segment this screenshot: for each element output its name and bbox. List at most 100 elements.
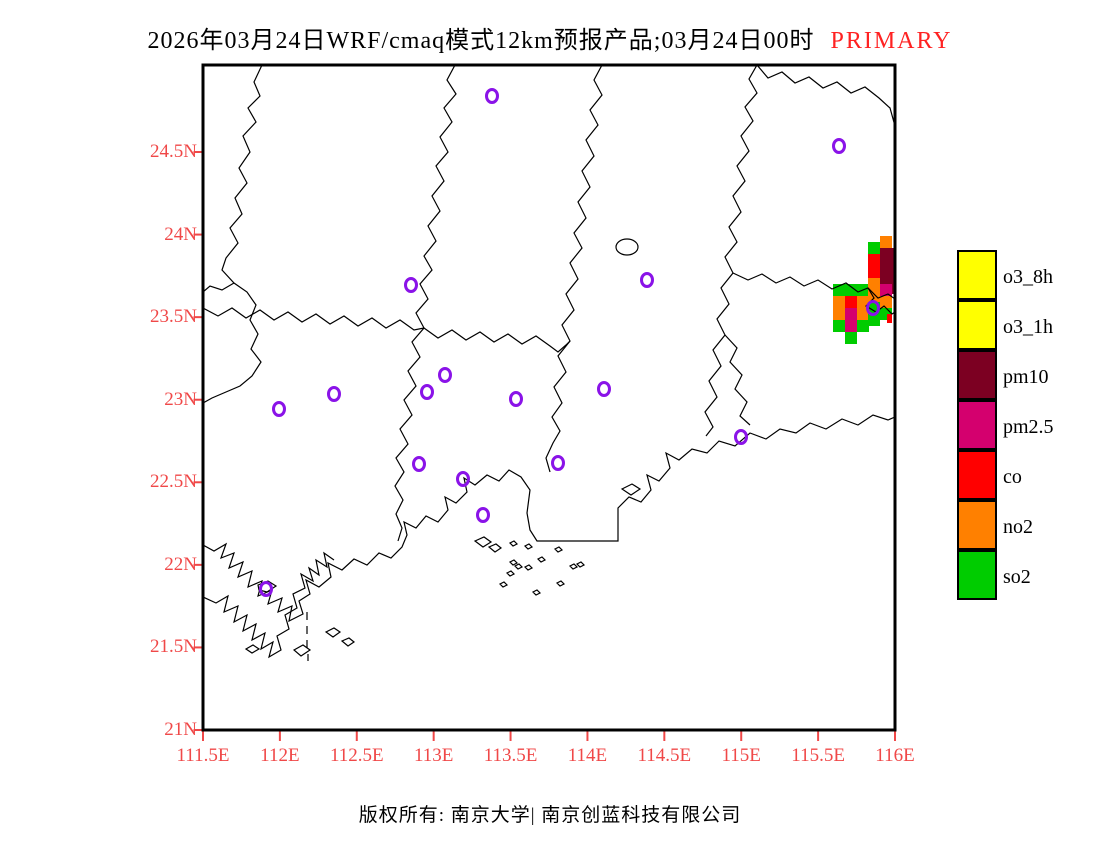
boundary-line [724, 334, 751, 426]
axis-ticks-layer [193, 151, 896, 741]
pollutant-cell-so2 [845, 284, 857, 296]
station-marker [832, 138, 846, 154]
legend-label-o3_8h: o3_8h [1003, 266, 1053, 288]
pollutant-cell-pm10 [880, 248, 892, 260]
legend-swatch-o3_1h [957, 300, 997, 350]
pollutant-cell-co [868, 266, 880, 278]
station-marker [404, 277, 418, 293]
lon-tick-label: 116E [875, 745, 915, 766]
station-marker [272, 401, 286, 417]
island [620, 483, 642, 496]
legend-label-pm10: pm10 [1003, 366, 1049, 388]
lon-tick-label: 115.5E [791, 745, 845, 766]
lat-tick-label: 22.5N [150, 471, 197, 493]
lon-tick-label: 113.5E [483, 745, 538, 766]
pollutant-cell-pm10 [880, 260, 892, 272]
station-markers-layer [259, 88, 880, 597]
title-text: 2026年03月24日WRF/cmaq模式12km预报产品;03月24日00时 [147, 28, 815, 54]
title-tag: PRIMARY [830, 28, 953, 54]
island [244, 644, 261, 654]
lat-tick-label: 24N [164, 223, 197, 245]
islet-specks [498, 540, 586, 596]
lat-tick-label: 22N [164, 553, 197, 575]
pollutant-cell-no2 [857, 308, 869, 320]
legend-swatch-pm10 [957, 350, 997, 400]
map-border [201, 63, 897, 732]
lat-tick-label: 23.5N [150, 306, 197, 328]
pollutant-cell-no2 [880, 236, 892, 248]
lon-tick-label: 112.5E [329, 745, 384, 766]
legend-label-co: co [1003, 466, 1022, 488]
station-marker [456, 471, 470, 487]
lon-tick-label: 114.5E [637, 745, 692, 766]
legend-label-pm2.5: pm2.5 [1003, 416, 1054, 438]
pollutant-cell-no2 [833, 308, 845, 320]
province-boundaries [204, 66, 894, 661]
station-marker [485, 88, 499, 104]
pollutant-cell-so2 [845, 332, 857, 344]
lake-outline [615, 238, 639, 256]
legend-label-o3_1h: o3_1h [1003, 316, 1053, 338]
pollutant-cell-so2 [868, 314, 880, 326]
pollutant-cell-pm2.5 [845, 320, 857, 332]
boundary-line [732, 272, 894, 299]
pollutant-cell-pm10 [892, 248, 894, 294]
boundary-line [423, 327, 571, 353]
lon-tick-label: 113E [413, 745, 454, 766]
boundary-line [704, 66, 758, 437]
pollutant-cell-no2 [868, 278, 880, 290]
lon-tick-label: 112E [260, 745, 300, 766]
pollutant-cells-layer [833, 236, 894, 344]
station-marker [438, 367, 452, 383]
lon-tick-label: 115E [721, 745, 761, 766]
station-marker [866, 300, 880, 316]
dashed-boundary [306, 612, 309, 661]
lat-tick-label: 21.5N [150, 636, 197, 658]
pollutant-cell-co [868, 254, 880, 266]
pollutant-cell-no2 [880, 296, 892, 308]
station-marker [734, 429, 748, 445]
island [292, 644, 312, 657]
lat-tick-label: 23N [164, 388, 197, 410]
legend-swatch-pm2.5 [957, 400, 997, 450]
legend-swatch-no2 [957, 500, 997, 550]
station-marker [420, 384, 434, 400]
station-marker [597, 381, 611, 397]
boundary-line [394, 66, 457, 542]
pollutant-cell-no2 [833, 296, 845, 308]
island [324, 627, 342, 638]
legend-swatch-co [957, 450, 997, 500]
boundary-line [757, 66, 894, 123]
station-marker [640, 272, 654, 288]
boundary-line [204, 66, 262, 403]
lat-tick-label: 21N [164, 719, 197, 740]
page-title: 2026年03月24日WRF/cmaq模式12km预报产品;03月24日00时 P… [0, 20, 1100, 55]
boundary-line [204, 307, 425, 331]
station-marker [327, 386, 341, 402]
pollutant-cell-so2 [833, 320, 845, 332]
island [473, 536, 493, 548]
pollutant-cell-so2 [868, 242, 880, 254]
island [487, 543, 503, 553]
lon-tick-label: 111.5E [176, 745, 230, 766]
pollutant-cell-co [845, 296, 857, 308]
island [340, 637, 356, 647]
pollutant-cell-pm10 [880, 272, 892, 284]
legend-swatch-o3_8h [957, 250, 997, 300]
legend-label-no2: no2 [1003, 516, 1033, 538]
pollutant-cell-no2 [857, 296, 869, 308]
boundary-line [204, 282, 235, 292]
station-marker [509, 391, 523, 407]
pollutant-cell-pm2.5 [880, 284, 892, 296]
boundary-line [545, 66, 603, 473]
pollutant-cell-so2 [857, 320, 869, 332]
station-marker [476, 507, 490, 523]
pollutant-cell-co [887, 314, 892, 323]
copyright-text: 版权所有: 南京大学| 南京创蓝科技有限公司 [358, 805, 742, 826]
station-marker [551, 455, 565, 471]
legend-label-so2: so2 [1003, 566, 1031, 588]
legend-swatch-so2 [957, 550, 997, 600]
lon-tick-label: 114E [567, 745, 608, 766]
